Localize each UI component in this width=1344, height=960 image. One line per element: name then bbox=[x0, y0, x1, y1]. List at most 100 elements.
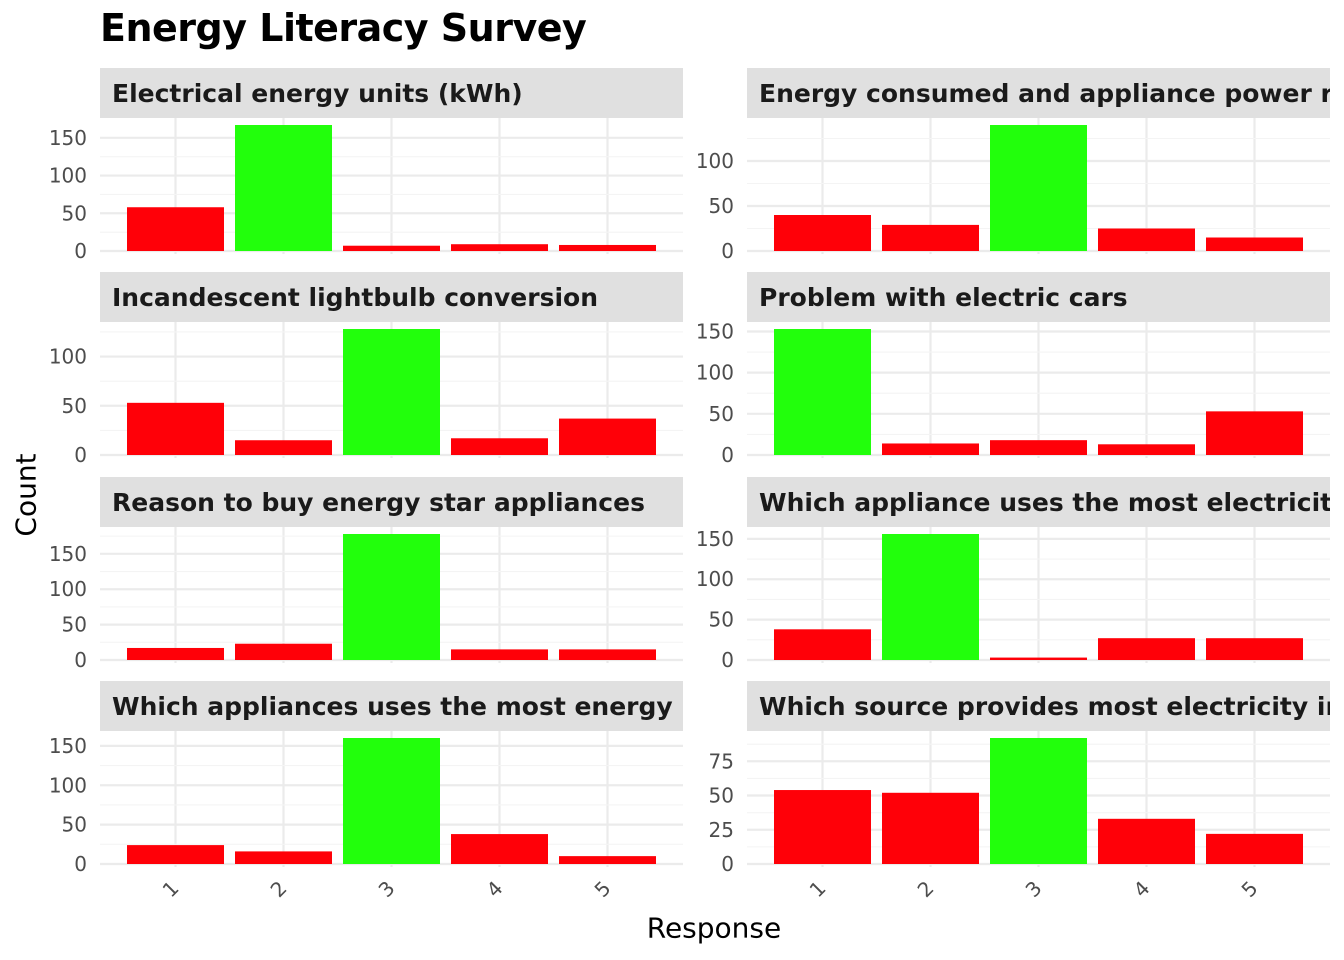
y-tick-label: 150 bbox=[49, 126, 87, 150]
y-tick-label: 50 bbox=[709, 608, 734, 632]
y-tick-label: 100 bbox=[696, 567, 734, 591]
bar-incorrect bbox=[235, 440, 332, 455]
bar-correct bbox=[990, 125, 1087, 251]
facet-strip bbox=[100, 681, 683, 731]
y-tick-label: 50 bbox=[62, 394, 87, 418]
facet-title: Incandescent lightbulb conversion bbox=[112, 283, 598, 312]
y-tick-label: 0 bbox=[721, 852, 734, 876]
facet-panel: Reason to buy energy star appliances 0 50 1… bbox=[49, 477, 683, 672]
bar-correct bbox=[343, 738, 440, 864]
x-tick-label: 2 bbox=[913, 876, 939, 902]
bar-incorrect bbox=[882, 443, 979, 455]
x-tick-label: 5 bbox=[590, 876, 616, 902]
facet-panel: Incandescent lightbulb conversion 0 50 100 bbox=[49, 272, 683, 467]
facet-title: Which appliances uses the most energy bbox=[112, 692, 673, 721]
bar-incorrect bbox=[451, 649, 548, 660]
x-tick-label: 1 bbox=[805, 876, 831, 902]
y-tick-label: 150 bbox=[49, 542, 87, 566]
bar-correct bbox=[882, 534, 979, 660]
y-tick-label: 25 bbox=[709, 818, 734, 842]
bar-correct bbox=[990, 738, 1087, 864]
y-tick-label: 150 bbox=[696, 319, 734, 343]
facet-strip bbox=[747, 68, 1330, 118]
y-tick-label: 0 bbox=[74, 239, 87, 263]
x-tick-label: 4 bbox=[482, 876, 508, 902]
facet-panel: Which appliance uses the most electricit… bbox=[696, 477, 1330, 672]
bar-incorrect bbox=[451, 834, 548, 864]
bar-incorrect bbox=[882, 792, 979, 864]
bar-incorrect bbox=[1206, 833, 1303, 864]
y-tick-label: 75 bbox=[709, 749, 734, 773]
y-tick-label: 100 bbox=[696, 361, 734, 385]
bar-correct bbox=[774, 329, 871, 455]
bar-incorrect bbox=[343, 245, 440, 251]
bar-incorrect bbox=[774, 790, 871, 864]
bar-incorrect bbox=[1206, 237, 1303, 251]
bar-incorrect bbox=[1098, 228, 1195, 251]
facet-strip bbox=[747, 681, 1330, 731]
bar-incorrect bbox=[127, 402, 224, 455]
y-tick-label: 50 bbox=[62, 201, 87, 225]
bar-incorrect bbox=[1098, 818, 1195, 864]
y-tick-label: 50 bbox=[62, 813, 87, 837]
y-tick-label: 0 bbox=[721, 648, 734, 672]
facet-title: Electrical energy units (kWh) bbox=[112, 79, 523, 108]
x-tick-label: 3 bbox=[1021, 876, 1047, 902]
bar-incorrect bbox=[1206, 638, 1303, 660]
x-tick-label: 3 bbox=[374, 876, 400, 902]
bar-correct bbox=[343, 534, 440, 660]
bar-incorrect bbox=[127, 647, 224, 660]
bar-incorrect bbox=[451, 244, 548, 251]
y-tick-label: 100 bbox=[49, 773, 87, 797]
y-tick-label: 100 bbox=[49, 345, 87, 369]
bar-incorrect bbox=[990, 657, 1087, 660]
x-tick-label: 5 bbox=[1237, 876, 1263, 902]
bar-incorrect bbox=[774, 215, 871, 251]
bar-incorrect bbox=[235, 851, 332, 864]
bar-incorrect bbox=[990, 440, 1087, 455]
x-tick-label: 1 bbox=[158, 876, 184, 902]
y-tick-label: 0 bbox=[74, 443, 87, 467]
y-tick-label: 50 bbox=[709, 402, 734, 426]
bar-correct bbox=[235, 125, 332, 251]
facet-title: Reason to buy energy star appliances bbox=[112, 488, 645, 517]
bar-incorrect bbox=[1206, 411, 1303, 455]
bar-incorrect bbox=[559, 856, 656, 864]
facet-panel: Which appliances uses the most energy 0 50… bbox=[49, 681, 683, 902]
bar-incorrect bbox=[451, 438, 548, 455]
bar-incorrect bbox=[559, 244, 656, 251]
facet-strip bbox=[100, 272, 683, 322]
facet-title: Energy consumed and appliance power rat bbox=[759, 79, 1344, 108]
y-tick-label: 150 bbox=[49, 734, 87, 758]
x-tick-label: 2 bbox=[266, 876, 292, 902]
bar-incorrect bbox=[127, 845, 224, 864]
facet-title: Problem with electric cars bbox=[759, 283, 1128, 312]
facet-strip bbox=[100, 477, 683, 527]
bar-incorrect bbox=[1098, 638, 1195, 660]
facet-strip bbox=[747, 477, 1330, 527]
y-tick-label: 0 bbox=[74, 648, 87, 672]
y-tick-label: 50 bbox=[709, 784, 734, 808]
y-tick-label: 100 bbox=[49, 577, 87, 601]
bar-incorrect bbox=[774, 629, 871, 660]
bar-incorrect bbox=[559, 418, 656, 455]
bar-incorrect bbox=[235, 643, 332, 660]
facet-panel: Energy consumed and appliance power rat 0… bbox=[696, 68, 1344, 263]
y-tick-label: 150 bbox=[696, 527, 734, 551]
y-tick-label: 50 bbox=[709, 194, 734, 218]
facet-strip bbox=[747, 272, 1330, 322]
x-axis-label: Response bbox=[646, 911, 782, 945]
y-tick-label: 0 bbox=[721, 443, 734, 467]
x-tick-label: 4 bbox=[1129, 876, 1155, 902]
bar-incorrect bbox=[882, 224, 979, 251]
bar-correct bbox=[343, 329, 440, 455]
facet-panel: Which source provides most electricity i… bbox=[709, 681, 1330, 902]
bar-incorrect bbox=[1098, 444, 1195, 455]
y-tick-label: 50 bbox=[62, 613, 87, 637]
y-tick-label: 0 bbox=[74, 852, 87, 876]
bar-incorrect bbox=[127, 207, 224, 251]
y-tick-label: 0 bbox=[721, 239, 734, 263]
y-tick-label: 100 bbox=[696, 149, 734, 173]
facet-panel: Electrical energy units (kWh) 0 50 100 150 bbox=[49, 68, 683, 263]
